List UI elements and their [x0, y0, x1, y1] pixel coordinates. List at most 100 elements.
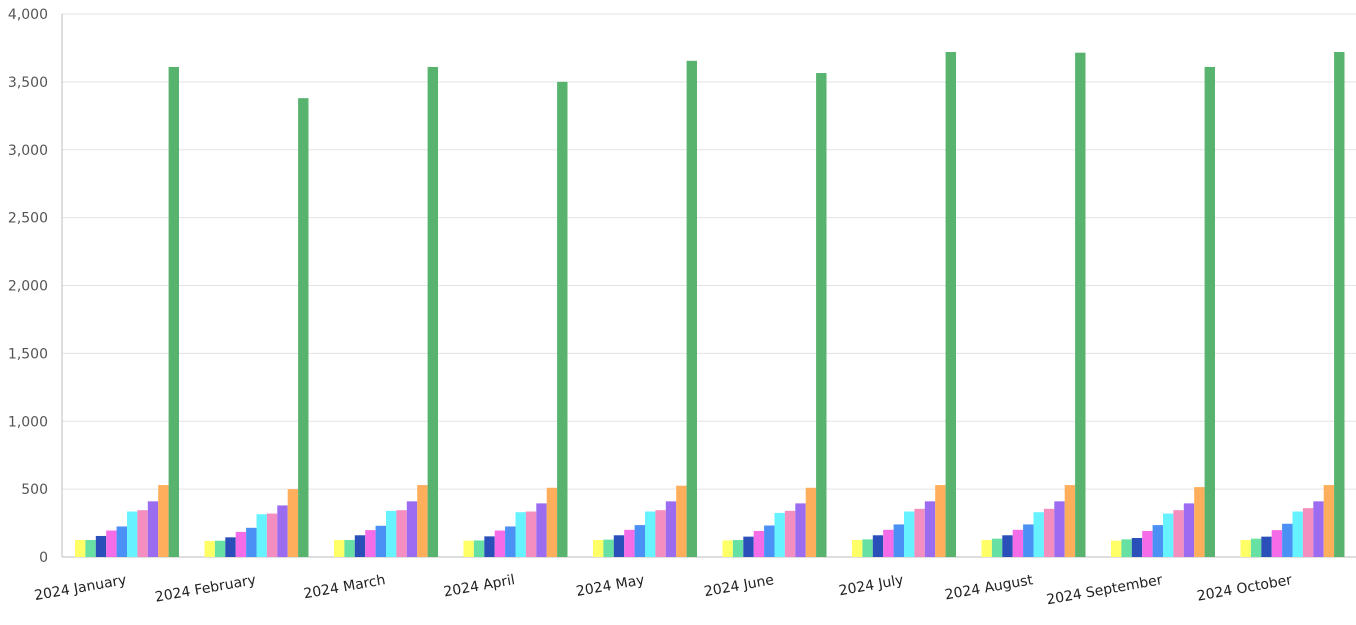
bar	[655, 510, 666, 557]
bar	[546, 487, 558, 557]
bar	[1023, 524, 1034, 557]
bar	[613, 535, 625, 557]
bar	[816, 73, 827, 558]
bar	[106, 530, 117, 557]
y-tick-label: 3,500	[8, 75, 48, 91]
bar	[225, 537, 236, 557]
y-tick-label: 2,000	[8, 279, 48, 295]
bar	[1075, 52, 1086, 557]
bar	[1012, 529, 1024, 557]
bar	[991, 538, 1003, 557]
bar	[473, 540, 485, 557]
bar	[1204, 66, 1215, 557]
bar	[168, 66, 179, 557]
bar	[935, 485, 946, 557]
x-tick-label: 2024 March	[302, 572, 386, 602]
bar	[204, 540, 215, 557]
bar	[427, 66, 438, 557]
bar	[676, 485, 687, 557]
bar	[505, 526, 516, 557]
bar	[1111, 540, 1122, 557]
bar	[75, 540, 86, 557]
bar	[484, 536, 495, 557]
bar	[1250, 538, 1262, 557]
bars	[75, 52, 1345, 558]
bar	[732, 540, 744, 557]
bar	[665, 501, 677, 557]
y-tick-label: 2,500	[8, 211, 48, 227]
bar-group	[75, 66, 179, 557]
bar	[158, 485, 169, 557]
bar	[805, 487, 817, 557]
bar	[1033, 512, 1044, 557]
bar	[1313, 501, 1324, 557]
bar	[1054, 501, 1065, 557]
bar	[924, 501, 936, 557]
y-tick-label: 1,500	[8, 346, 48, 362]
bar	[593, 540, 604, 557]
bar	[137, 510, 148, 557]
bar	[753, 530, 765, 557]
bar	[764, 525, 775, 557]
bar	[862, 539, 873, 557]
bar	[298, 98, 309, 558]
bar	[214, 540, 226, 557]
x-tick-label: 2024 June	[703, 572, 775, 600]
bar	[722, 540, 733, 557]
bar-group	[593, 60, 697, 557]
bar	[344, 540, 355, 557]
bar	[515, 512, 526, 557]
bar	[406, 501, 418, 557]
bar	[147, 501, 159, 557]
bar	[945, 52, 956, 557]
x-tick-label: 2024 February	[154, 572, 257, 605]
bar	[127, 511, 138, 557]
bar	[116, 526, 127, 557]
bar	[1292, 511, 1303, 557]
bar	[883, 529, 894, 557]
bar	[686, 60, 697, 557]
bar	[95, 535, 107, 557]
bar	[417, 485, 428, 557]
bar-group	[722, 73, 827, 558]
x-tick-label: 2024 October	[1196, 572, 1294, 604]
bar	[85, 540, 96, 557]
bar	[914, 508, 925, 557]
y-axis-tick-labels: 0 500 1,000 1,500 2,000 2,500 3,000 3,500 4,000	[8, 7, 48, 566]
bar	[1131, 538, 1143, 557]
bar	[981, 540, 992, 557]
bar-group	[463, 81, 568, 558]
bar	[365, 530, 376, 557]
bar	[1002, 535, 1013, 557]
y-tick-label: 3,000	[8, 143, 48, 159]
x-tick-label: 2024 August	[944, 572, 1035, 603]
bar	[1173, 510, 1184, 557]
y-tick-label: 0	[39, 550, 48, 566]
bar-group	[1240, 52, 1345, 557]
bar	[463, 540, 474, 557]
bar-group	[334, 66, 438, 557]
bar	[1194, 487, 1205, 557]
bar	[1271, 530, 1283, 557]
bar	[852, 540, 863, 557]
x-tick-label: 2024 July	[838, 572, 905, 599]
bar-group	[981, 52, 1086, 557]
bar	[266, 513, 278, 557]
bar	[256, 514, 267, 557]
bar	[1064, 485, 1076, 557]
bar	[287, 489, 299, 558]
bar	[795, 503, 806, 557]
bar	[904, 511, 915, 557]
bar	[774, 512, 785, 557]
y-gridlines	[62, 13, 1356, 490]
y-tick-label: 500	[21, 482, 48, 498]
bar	[1142, 530, 1153, 557]
bar	[1163, 513, 1174, 557]
bar	[893, 524, 904, 557]
bar	[743, 536, 754, 557]
bar	[1121, 539, 1132, 557]
bar	[354, 535, 366, 557]
bar	[603, 539, 614, 557]
